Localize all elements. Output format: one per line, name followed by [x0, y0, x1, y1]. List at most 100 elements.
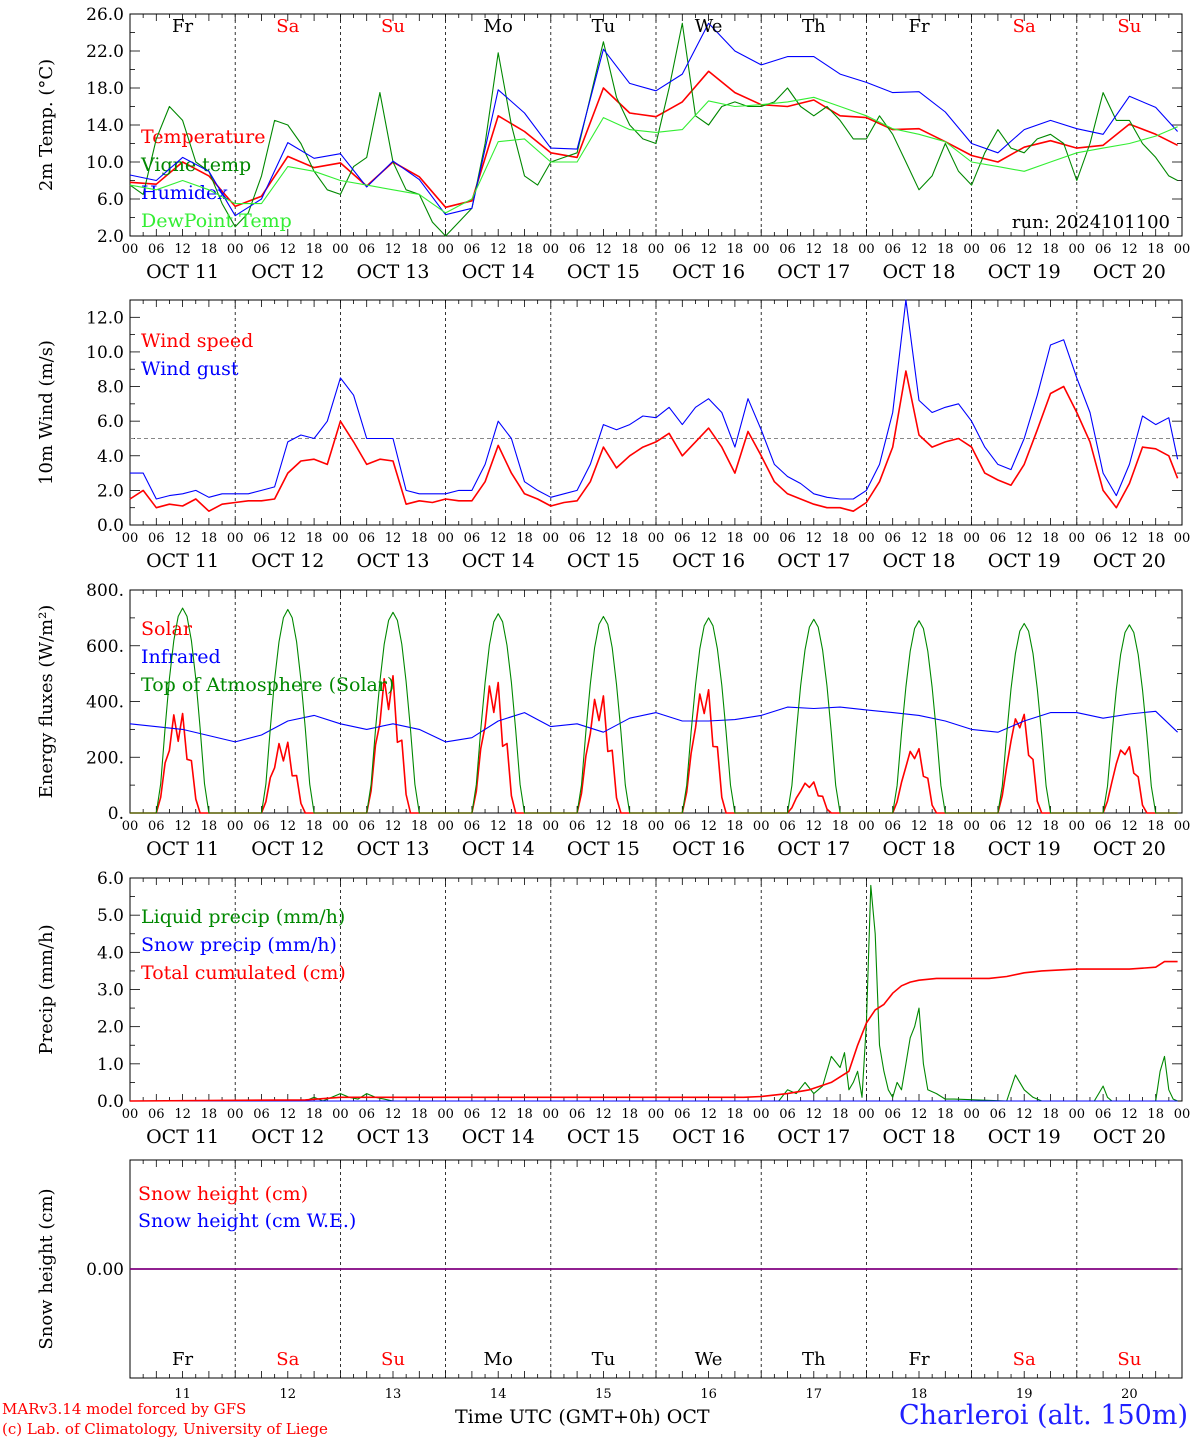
panel3-date-label: OCT 14 — [462, 838, 535, 860]
panel2-hour-label: 18 — [306, 531, 323, 546]
panel3-hour-label: 06 — [674, 819, 691, 834]
panel3-y-axis-title: Energy fluxes (W/m²) — [36, 605, 57, 799]
panel4-y-tick-label: 2.0 — [97, 1018, 124, 1038]
panel4-date-label: OCT 16 — [672, 1126, 745, 1148]
panel4-y-tick-label: 0.0 — [97, 1092, 124, 1112]
panel4-hour-label: 00 — [332, 1107, 349, 1122]
time-utc-label: Time UTC (GMT+0h) — [455, 1406, 661, 1428]
panel2-hour-label: 00 — [227, 531, 244, 546]
panel3-hour-label: 00 — [1174, 819, 1191, 834]
panel1-hour-label: 06 — [569, 242, 586, 257]
panel2-y-tick-label: 6.0 — [97, 412, 124, 432]
panel3-date-label: OCT 18 — [882, 838, 955, 860]
panel2-hour-label: 12 — [280, 531, 297, 546]
panel4-date-label: OCT 14 — [462, 1126, 535, 1148]
panel2-legend-1: Wind speed — [141, 330, 253, 352]
panel2-y-axis-title: 10m Wind (m/s) — [36, 340, 57, 485]
panel1-hour-label: 12 — [280, 242, 297, 257]
panel4-date-label: OCT 19 — [988, 1126, 1061, 1148]
panel3-legend-2: Infrared — [141, 646, 221, 668]
panel1-hour-label: 12 — [174, 242, 191, 257]
panel1-hour-label: 12 — [700, 242, 717, 257]
panel3-hour-label: 06 — [1095, 819, 1112, 834]
panel3-hour-label: 00 — [437, 819, 454, 834]
top-day-name: Su — [381, 16, 405, 37]
panel1-hour-label: 06 — [148, 242, 165, 257]
panel4-legend-3: Total cumulated (cm) — [141, 962, 346, 984]
panel3-hour-label: 18 — [1147, 819, 1164, 834]
panel2-hour-label: 12 — [595, 531, 612, 546]
panel3-date-label: OCT 15 — [567, 838, 640, 860]
station-title: Charleroi (alt. 150m) — [899, 1400, 1188, 1431]
panel2-legend-2: Wind gust — [141, 358, 239, 380]
panel3-hour-label: 18 — [306, 819, 323, 834]
panel4-hour-label: 18 — [832, 1107, 849, 1122]
panel3-hour-label: 12 — [490, 819, 507, 834]
panel1-y-tick-label: 6.0 — [97, 190, 124, 210]
panel3-hour-label: 12 — [700, 819, 717, 834]
panel4-date-label: OCT 18 — [882, 1126, 955, 1148]
panel3-hour-label: 00 — [858, 819, 875, 834]
panel2-hour-label: 00 — [437, 531, 454, 546]
panel1-series-dewpoint-temp — [129, 96, 1178, 214]
panel2-hour-label: 18 — [832, 531, 849, 546]
panel4-hour-label: 00 — [122, 1107, 139, 1122]
panel3-hour-label: 18 — [621, 819, 638, 834]
panel3-y-tick-label: 0. — [108, 804, 124, 824]
panel2-hour-label: 00 — [753, 531, 770, 546]
top-day-name: Tu — [592, 16, 616, 37]
panel2-date-label: OCT 20 — [1093, 550, 1166, 572]
panel1-hour-label: 12 — [1121, 242, 1138, 257]
panel2-hour-label: 18 — [201, 531, 218, 546]
panel4-y-tick-label: 6.0 — [97, 869, 124, 889]
panel2-date-label: OCT 15 — [567, 550, 640, 572]
panel2-y-tick-label: 10.0 — [86, 343, 124, 363]
panel4-hour-label: 00 — [437, 1107, 454, 1122]
panel4-hour-label: 00 — [858, 1107, 875, 1122]
panel3-hour-label: 12 — [806, 819, 823, 834]
panel3-legend-3: Top of Atmosphere (Solar) — [141, 674, 394, 696]
panel4-hour-label: 06 — [779, 1107, 796, 1122]
panel3-hour-label: 00 — [227, 819, 244, 834]
panel3-hour-label: 00 — [122, 819, 139, 834]
panel2-y-tick-label: 12.0 — [86, 308, 124, 328]
panel4-hour-label: 00 — [753, 1107, 770, 1122]
panel2-hour-label: 06 — [358, 531, 375, 546]
panel4-hour-label: 00 — [648, 1107, 665, 1122]
panel2-hour-label: 06 — [779, 531, 796, 546]
panel3-hour-label: 12 — [174, 819, 191, 834]
panel4-date-label: OCT 15 — [567, 1126, 640, 1148]
panel2-hour-label: 18 — [621, 531, 638, 546]
panel2-hour-label: 00 — [122, 531, 139, 546]
panel1-hour-label: 12 — [490, 242, 507, 257]
panel1-y-tick-label: 2.0 — [97, 227, 124, 247]
bottom-day-number: 13 — [385, 1387, 402, 1402]
panel1-date-label: OCT 18 — [882, 261, 955, 283]
panel4-hour-label: 18 — [727, 1107, 744, 1122]
panel4-y-axis-title: Precip (mm/h) — [36, 924, 57, 1054]
panel1-hour-label: 00 — [753, 242, 770, 257]
panel3-series-top-of-atmosphere-solar- — [130, 607, 1178, 814]
bottom-day-name: We — [695, 1349, 723, 1370]
panel2-hour-label: 12 — [385, 531, 402, 546]
panel3-date-label: OCT 11 — [146, 838, 219, 860]
panel4-y-tick-label: 3.0 — [97, 981, 124, 1001]
panel2-y-tick-label: 4.0 — [97, 447, 124, 467]
panel5-legend-1: Snow height (cm) — [138, 1183, 308, 1205]
bottom-day-number: 20 — [1121, 1387, 1138, 1402]
panel2-hour-label: 18 — [1042, 531, 1059, 546]
panel1-hour-label: 00 — [437, 242, 454, 257]
bottom-day-number: 16 — [700, 1387, 717, 1402]
panel1-hour-label: 06 — [990, 242, 1007, 257]
bottom-day-number: 14 — [490, 1387, 507, 1402]
panel2-date-label: OCT 19 — [988, 550, 1061, 572]
panel4-hour-label: 18 — [201, 1107, 218, 1122]
panel2-hour-label: 12 — [806, 531, 823, 546]
panel4-hour-label: 12 — [385, 1107, 402, 1122]
panel4-hour-label: 00 — [1069, 1107, 1086, 1122]
panel2-date-label: OCT 11 — [146, 550, 219, 572]
panel5-legend-2: Snow height (cm W.E.) — [138, 1210, 356, 1232]
panel3-hour-label: 12 — [280, 819, 297, 834]
panel1-legend-4: DewPoint Temp — [141, 210, 292, 232]
bottom-day-name: Fr — [172, 1349, 193, 1370]
